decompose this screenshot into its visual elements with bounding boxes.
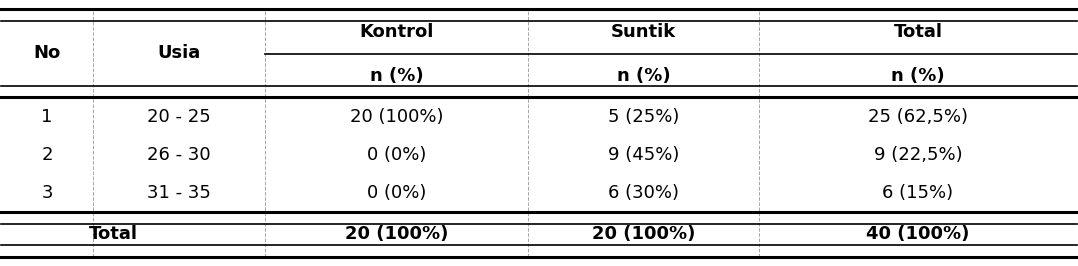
Text: Total: Total <box>88 225 137 243</box>
Text: Suntik: Suntik <box>611 23 677 41</box>
Text: 5 (25%): 5 (25%) <box>608 107 679 126</box>
Text: 3: 3 <box>41 184 53 202</box>
Text: 9 (45%): 9 (45%) <box>608 146 679 164</box>
Text: No: No <box>33 44 60 62</box>
Text: 20 - 25: 20 - 25 <box>147 107 210 126</box>
Text: 20 (100%): 20 (100%) <box>349 107 443 126</box>
Text: 31 - 35: 31 - 35 <box>147 184 210 202</box>
Text: 6 (30%): 6 (30%) <box>608 184 679 202</box>
Text: 9 (22,5%): 9 (22,5%) <box>873 146 963 164</box>
Text: 40 (100%): 40 (100%) <box>867 225 970 243</box>
Text: 6 (15%): 6 (15%) <box>883 184 954 202</box>
Text: 20 (100%): 20 (100%) <box>345 225 448 243</box>
Text: n (%): n (%) <box>617 67 671 85</box>
Text: Usia: Usia <box>157 44 201 62</box>
Text: n (%): n (%) <box>892 67 944 85</box>
Text: 25 (62,5%): 25 (62,5%) <box>868 107 968 126</box>
Text: 0 (0%): 0 (0%) <box>367 184 426 202</box>
Text: 1: 1 <box>41 107 53 126</box>
Text: 2: 2 <box>41 146 53 164</box>
Text: 26 - 30: 26 - 30 <box>147 146 210 164</box>
Text: n (%): n (%) <box>370 67 424 85</box>
Text: 20 (100%): 20 (100%) <box>592 225 695 243</box>
Text: Kontrol: Kontrol <box>359 23 433 41</box>
Text: Total: Total <box>894 23 942 41</box>
Text: 0 (0%): 0 (0%) <box>367 146 426 164</box>
